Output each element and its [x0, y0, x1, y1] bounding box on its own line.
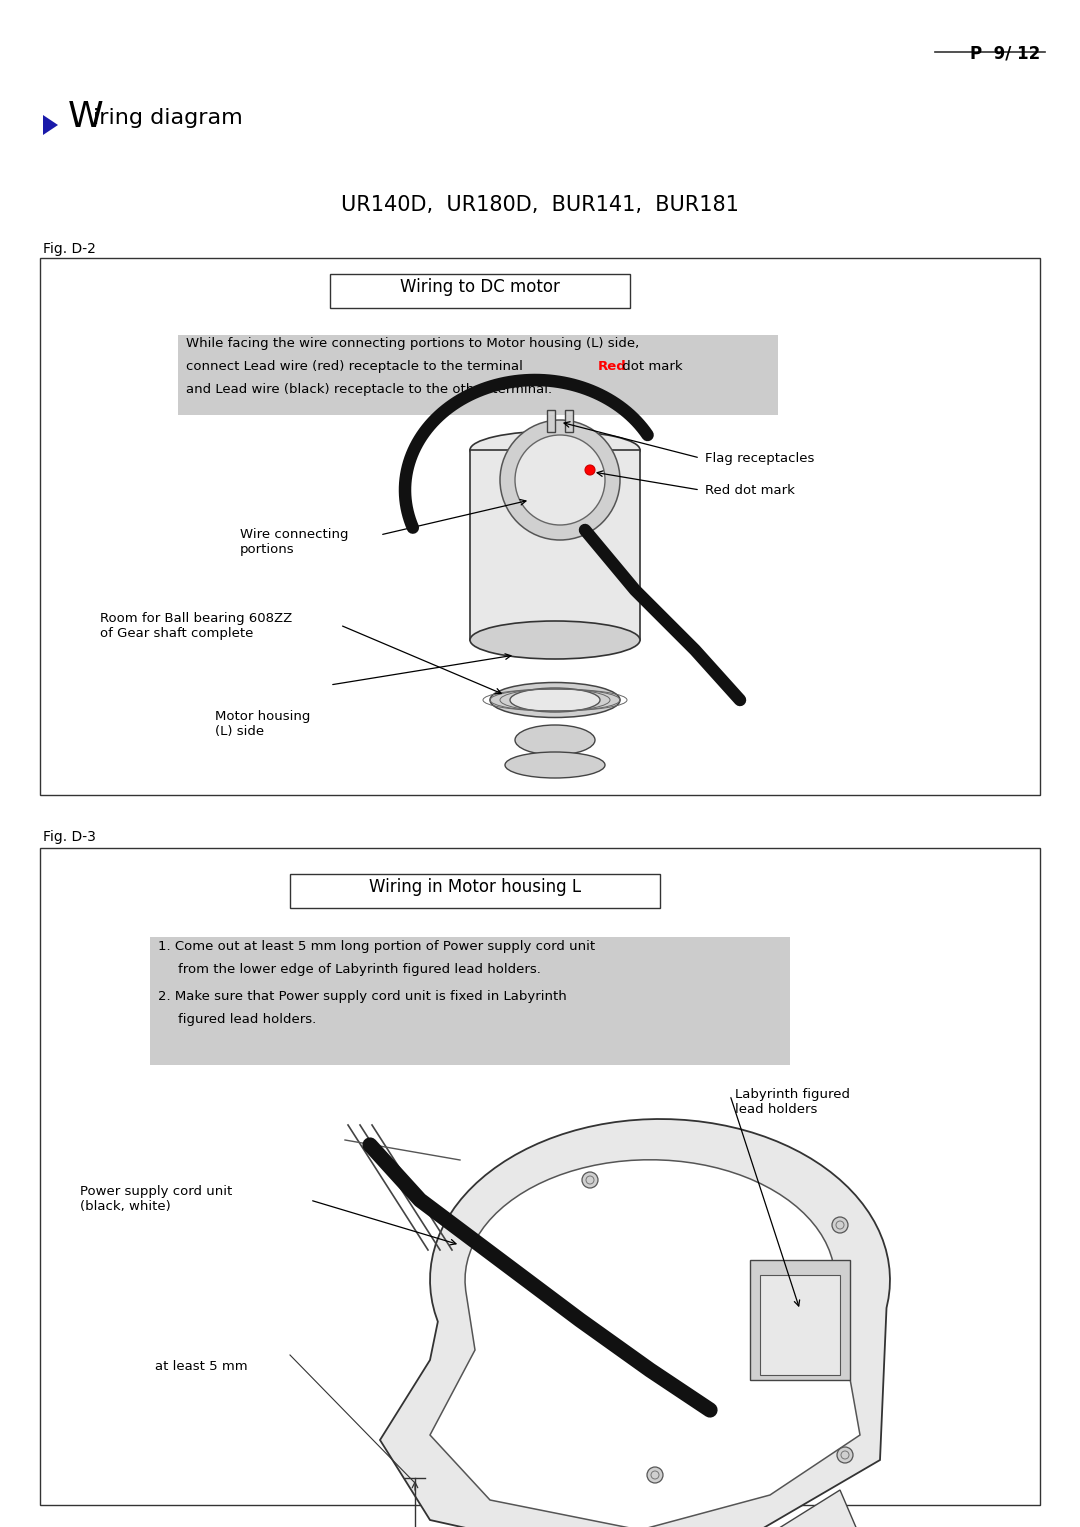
Text: dot mark: dot mark — [618, 360, 683, 373]
Bar — [470, 450, 640, 640]
Text: from the lower edge of Labyrinth figured lead holders.: from the lower edge of Labyrinth figured… — [178, 964, 541, 976]
Text: Power supply cord unit
(black, white): Power supply cord unit (black, white) — [80, 1185, 232, 1212]
Polygon shape — [510, 1490, 880, 1527]
Bar — [40, 847, 1040, 1506]
Text: 1. Come out at least 5 mm long portion of Power supply cord unit: 1. Come out at least 5 mm long portion o… — [158, 941, 595, 953]
Text: Red dot mark: Red dot mark — [705, 484, 795, 496]
Text: Flag receptacles: Flag receptacles — [705, 452, 814, 466]
Text: at least 5 mm: at least 5 mm — [156, 1361, 247, 1373]
Ellipse shape — [515, 435, 605, 525]
Text: Wiring in Motor housing L: Wiring in Motor housing L — [369, 878, 581, 896]
Ellipse shape — [505, 751, 605, 777]
Text: W: W — [68, 99, 104, 134]
Ellipse shape — [582, 1173, 598, 1188]
Text: P  9/ 12: P 9/ 12 — [970, 44, 1040, 63]
Ellipse shape — [585, 466, 595, 475]
Bar — [330, 273, 630, 308]
Bar — [565, 411, 573, 432]
Bar — [178, 334, 778, 415]
Bar — [40, 258, 1040, 796]
Bar — [750, 1260, 850, 1380]
Ellipse shape — [837, 1448, 853, 1463]
Ellipse shape — [647, 1467, 663, 1483]
Text: figured lead holders.: figured lead holders. — [178, 1012, 316, 1026]
Text: connect Lead wire (red) receptacle to the terminal: connect Lead wire (red) receptacle to th… — [186, 360, 527, 373]
Ellipse shape — [470, 621, 640, 660]
Text: UR140D,  UR180D,  BUR141,  BUR181: UR140D, UR180D, BUR141, BUR181 — [341, 195, 739, 215]
Text: Fig. D-3: Fig. D-3 — [43, 831, 96, 844]
Polygon shape — [430, 1161, 860, 1527]
Bar — [150, 938, 789, 1064]
Text: 2. Make sure that Power supply cord unit is fixed in Labyrinth: 2. Make sure that Power supply cord unit… — [158, 989, 567, 1003]
Ellipse shape — [510, 689, 600, 712]
Text: and Lead wire (black) receptacle to the other terminal.: and Lead wire (black) receptacle to the … — [186, 383, 552, 395]
Ellipse shape — [470, 431, 640, 469]
Ellipse shape — [490, 683, 620, 718]
Polygon shape — [380, 1119, 890, 1527]
Text: iring diagram: iring diagram — [93, 108, 243, 128]
Ellipse shape — [832, 1217, 848, 1232]
Text: Fig. D-2: Fig. D-2 — [43, 241, 96, 257]
Text: Red: Red — [598, 360, 626, 373]
Text: While facing the wire connecting portions to Motor housing (L) side,: While facing the wire connecting portion… — [186, 337, 639, 350]
Text: Room for Ball bearing 608ZZ
of Gear shaft complete: Room for Ball bearing 608ZZ of Gear shaf… — [100, 612, 293, 640]
Polygon shape — [43, 115, 58, 134]
Text: Wire connecting
portions: Wire connecting portions — [240, 528, 349, 556]
Text: Wiring to DC motor: Wiring to DC motor — [400, 278, 559, 296]
Bar — [760, 1275, 840, 1374]
Bar — [291, 873, 660, 909]
Bar — [546, 411, 555, 432]
Text: Labyrinth figured
lead holders: Labyrinth figured lead holders — [735, 1089, 850, 1116]
Ellipse shape — [500, 420, 620, 541]
Ellipse shape — [515, 725, 595, 754]
Text: Motor housing
(L) side: Motor housing (L) side — [215, 710, 310, 738]
